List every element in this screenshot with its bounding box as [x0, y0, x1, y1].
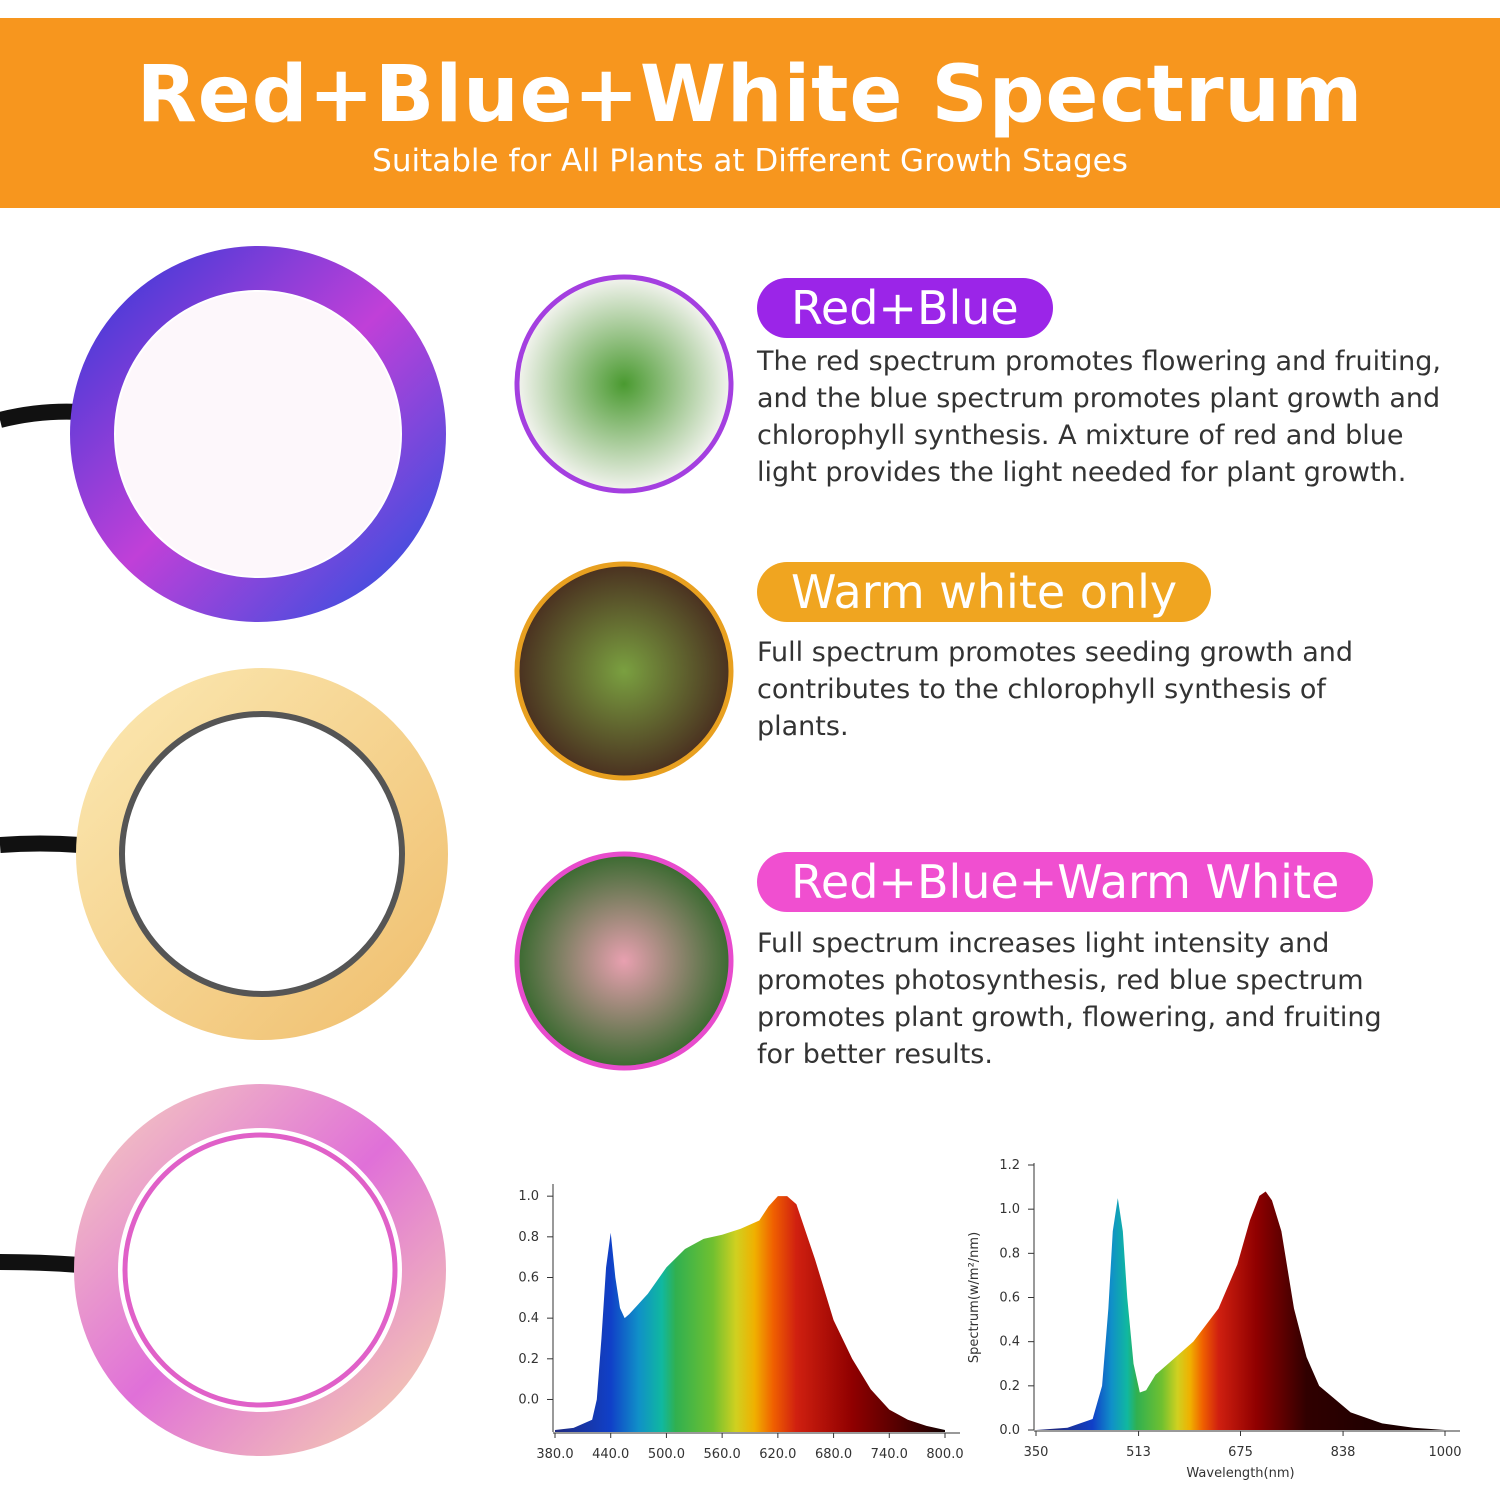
x-tick-label: 513	[1126, 1445, 1151, 1460]
y-tick-label: 0.4	[518, 1311, 539, 1326]
x-axis-label: Wavelength(nm)	[1186, 1466, 1294, 1481]
badge: Red+Blue	[757, 278, 1053, 338]
y-tick-label: 0.8	[999, 1246, 1020, 1261]
x-tick-label: 560.0	[704, 1447, 741, 1462]
y-tick-label: 0.8	[518, 1230, 539, 1245]
x-tick-label: 620.0	[759, 1447, 796, 1462]
y-tick-label: 1.0	[518, 1189, 539, 1204]
y-tick-label: 0.0	[999, 1423, 1020, 1438]
y-tick-label: 0.6	[518, 1270, 539, 1285]
subtitle: Suitable for All Plants at Different Gro…	[372, 143, 1128, 179]
spectrum-chart: 0.0 0.2 0.4 0.6 0.8 1.0 380.0 440.0 500.0 560.0 62…	[518, 1184, 964, 1462]
spectrum-chart: 0.0 0.2 0.4 0.6 0.8 1.0 1.2 350 513 675 838 1000 Wav…	[967, 1158, 1462, 1481]
badge: Warm white only	[757, 562, 1212, 622]
description: Full spectrum increases light intensity …	[757, 928, 1382, 1070]
spectrum-area	[555, 1196, 945, 1432]
x-tick-label: 500.0	[648, 1447, 685, 1462]
y-tick-label: 1.0	[999, 1202, 1020, 1217]
photos	[514, 274, 734, 1071]
y-tick-label: 1.2	[999, 1158, 1020, 1173]
x-tick-label: 800.0	[926, 1447, 963, 1462]
y-tick-label: 0.2	[518, 1352, 539, 1367]
x-tick-label: 440.0	[592, 1447, 629, 1462]
x-tick-label: 380.0	[536, 1447, 573, 1462]
badge: Red+Blue+Warm White	[757, 852, 1374, 912]
x-tick-label: 1000	[1428, 1445, 1461, 1460]
x-tick-label: 350	[1024, 1445, 1049, 1460]
description: The red spectrum promotes flowering and …	[757, 346, 1441, 488]
y-axis-label: Spectrum(w/m²/nm)	[967, 1232, 982, 1363]
x-tick-label: 675	[1228, 1445, 1253, 1460]
x-tick-label: 838	[1331, 1445, 1356, 1460]
y-tick-label: 0.6	[999, 1291, 1020, 1306]
y-tick-label: 0.4	[999, 1335, 1020, 1350]
lamps	[0, 246, 448, 1456]
title: Red+Blue+White Spectrum	[136, 50, 1364, 140]
header-band	[0, 18, 1500, 208]
description: Full spectrum promotes seeding growth an…	[757, 637, 1354, 742]
x-tick-label: 680.0	[815, 1447, 852, 1462]
y-tick-label: 0.0	[518, 1392, 539, 1407]
x-tick-label: 740.0	[871, 1447, 908, 1462]
spectrum-area	[1036, 1191, 1445, 1430]
y-tick-label: 0.2	[999, 1379, 1020, 1394]
